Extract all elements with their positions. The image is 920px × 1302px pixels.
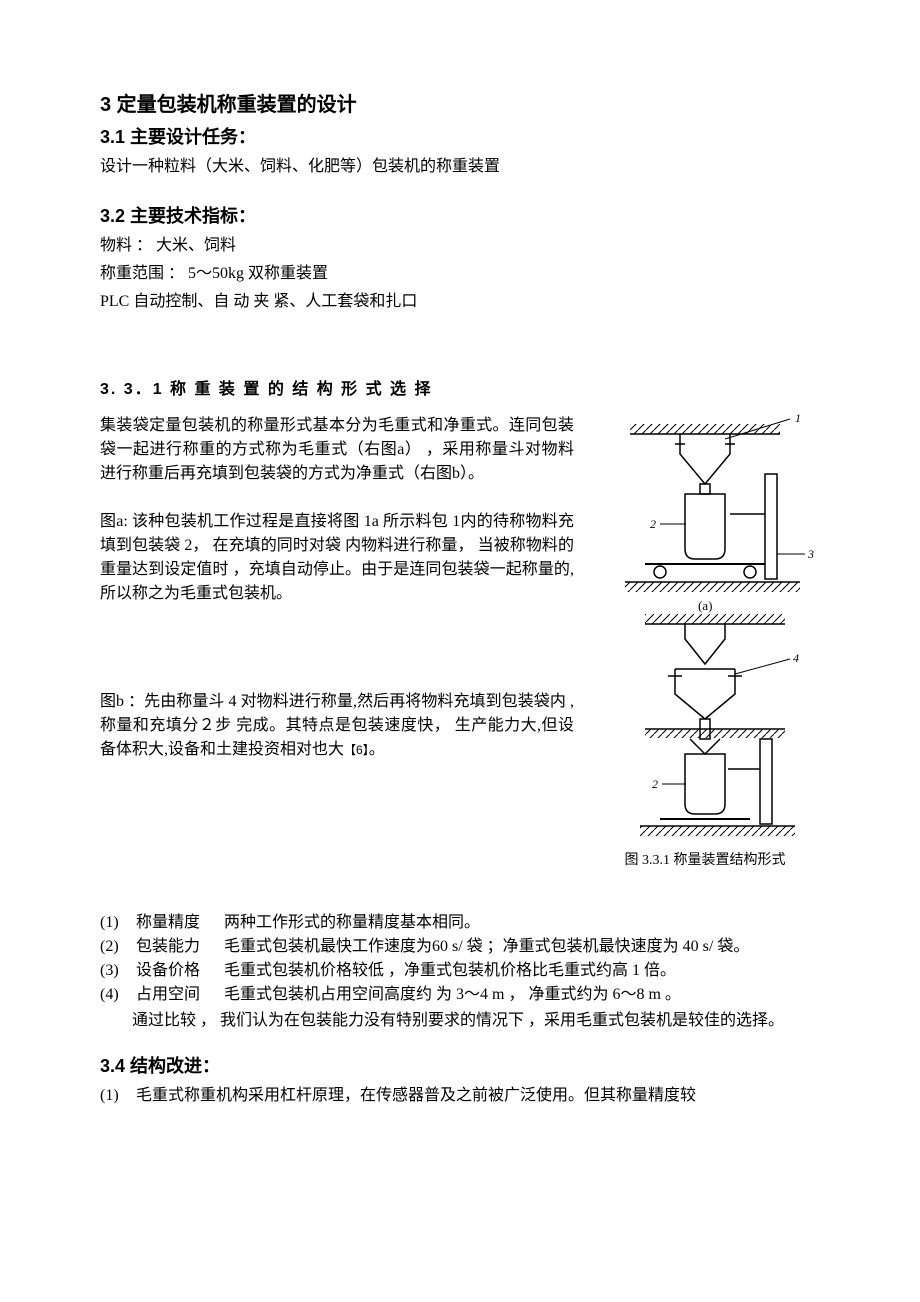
compare-term: 设备价格 bbox=[136, 959, 224, 983]
s331-p3-end: 。 bbox=[369, 741, 385, 758]
compare-item-4: (4) 占用空间 毛重式包装机占用空间高度约 为 3～4 m ， 净重式约为 6… bbox=[100, 983, 820, 1007]
svg-text:2: 2 bbox=[652, 777, 658, 791]
svg-text:1: 1 bbox=[795, 414, 801, 425]
compare-num: (1) bbox=[100, 911, 136, 935]
compare-num: (2) bbox=[100, 935, 136, 959]
compare-item-2: (2) 包装能力 毛重式包装机最快工作速度为60 s/ 袋 ；净重式包装机最快速… bbox=[100, 935, 820, 959]
s34-item-1: (1) 毛重式称重机构采用杠杆原理，在传感器普及之前被广泛使用。但其称量精度较 bbox=[100, 1084, 820, 1108]
section-3-1-title: 3.1 主要设计任务： bbox=[100, 124, 820, 151]
s331-p3: 图b ：先由称量斗 4 对物料进行称量,然后再将物料充填到包装袋内 ,称量和充填… bbox=[100, 690, 574, 762]
text-figure-row: 集装袋定量包装机的称量形式基本分为毛重式和净重式。连同包装袋一起进行称重的方式称… bbox=[100, 414, 820, 871]
svg-text:3: 3 bbox=[807, 547, 814, 561]
figure-b: 4 2 bbox=[640, 614, 799, 836]
compare-conclusion: 通过比较 ， 我们认为在包装能力没有特别要求的情况下 ，采用毛重式包装机是较佳的… bbox=[100, 1009, 820, 1033]
figure-3-3-1: 1 2 bbox=[590, 414, 820, 844]
s34-desc: 毛重式称重机构采用杠杆原理，在传感器普及之前被广泛使用。但其称量精度较 bbox=[136, 1084, 820, 1108]
compare-desc: 毛重式包装机价格较低 ，净重式包装机价格比毛重式约高 1 倍。 bbox=[224, 959, 820, 983]
compare-item-3: (3) 设备价格 毛重式包装机价格较低 ，净重式包装机价格比毛重式约高 1 倍。 bbox=[100, 959, 820, 983]
figure-a-label: (a) bbox=[698, 598, 712, 613]
weighing-diagram-svg: 1 2 bbox=[590, 414, 820, 844]
section-3-title: 3 定量包装机称重装置的设计 bbox=[100, 90, 820, 120]
compare-num: (4) bbox=[100, 983, 136, 1007]
figure-a: 1 2 bbox=[625, 414, 814, 613]
compare-item-1: (1) 称量精度 两种工作形式的称量精度基本相同。 bbox=[100, 911, 820, 935]
svg-text:2: 2 bbox=[650, 517, 656, 531]
figure-caption: 图 3.3.1 称量装置结构形式 bbox=[590, 850, 820, 871]
section-3-4-title: 3.4 结构改进： bbox=[100, 1053, 820, 1080]
compare-desc: 毛重式包装机占用空间高度约 为 3～4 m ， 净重式约为 6～8 m 。 bbox=[224, 983, 820, 1007]
compare-term: 占用空间 bbox=[136, 983, 224, 1007]
spec-material: 物料 ： 大米、饲料 bbox=[100, 234, 820, 258]
section-3-3-1-title: 3. 3．1 称 重 装 置 的 结 构 形 式 选 择 bbox=[100, 378, 820, 402]
compare-desc: 两种工作形式的称量精度基本相同。 bbox=[224, 911, 820, 935]
comparison-list: (1) 称量精度 两种工作形式的称量精度基本相同。 (2) 包装能力 毛重式包装… bbox=[100, 911, 820, 1007]
text-column: 集装袋定量包装机的称量形式基本分为毛重式和净重式。连同包装袋一起进行称重的方式称… bbox=[100, 414, 574, 766]
citation-6: 【6】 bbox=[344, 743, 369, 757]
s34-num: (1) bbox=[100, 1084, 136, 1108]
spec-range: 称重范围 ： 5～50kg 双称重装置 bbox=[100, 262, 820, 286]
spec-control: PLC 自动控制、自 动 夹 紧、人工套袋和扎口 bbox=[100, 290, 820, 314]
figure-column: 1 2 bbox=[590, 414, 820, 871]
section-3-2-title: 3.2 主要技术指标： bbox=[100, 203, 820, 230]
s331-p2: 图a: 该种包装机工作过程是直接将图 1a 所示料包 1内的待称物料充填到包装袋… bbox=[100, 510, 574, 606]
compare-num: (3) bbox=[100, 959, 136, 983]
svg-text:4: 4 bbox=[793, 651, 799, 665]
compare-term: 称量精度 bbox=[136, 911, 224, 935]
s331-p3-text: 图b ：先由称量斗 4 对物料进行称量,然后再将物料充填到包装袋内 ,称量和充填… bbox=[100, 693, 574, 758]
section-3-1-body: 设计一种粒料（大米、饲料、化肥等）包装机的称重装置 bbox=[100, 155, 820, 179]
s331-p1: 集装袋定量包装机的称量形式基本分为毛重式和净重式。连同包装袋一起进行称重的方式称… bbox=[100, 414, 574, 486]
compare-desc: 毛重式包装机最快工作速度为60 s/ 袋 ；净重式包装机最快速度为 40 s/ … bbox=[224, 935, 820, 959]
compare-term: 包装能力 bbox=[136, 935, 224, 959]
